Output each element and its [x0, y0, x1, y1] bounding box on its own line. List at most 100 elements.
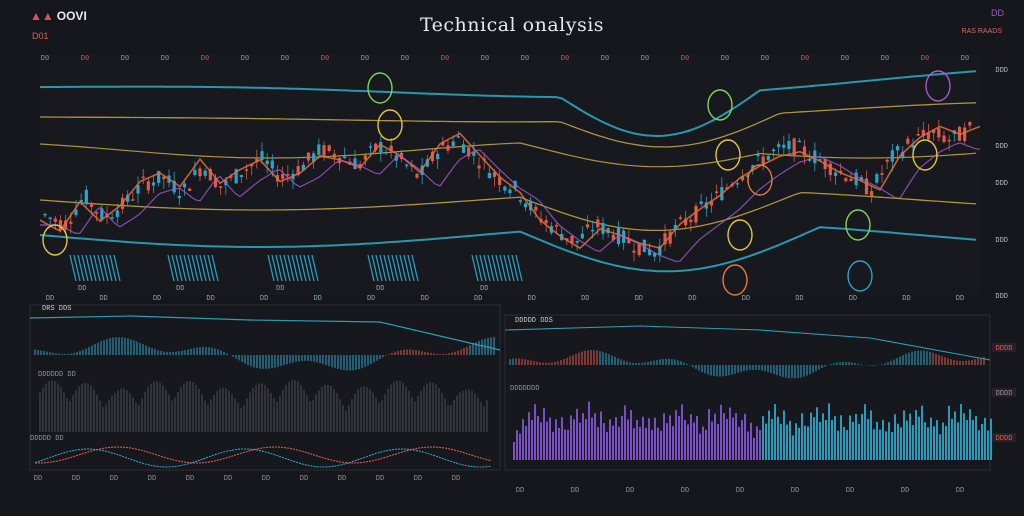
- candle-body: [792, 138, 796, 156]
- volume-stripe: [511, 254, 519, 282]
- bottom-axis-label: DD: [849, 295, 857, 303]
- volume-bar: [876, 421, 878, 460]
- volume-stripe: [275, 254, 283, 282]
- bottom-axis-label: DD: [581, 295, 589, 303]
- volume-stripe: [267, 254, 275, 282]
- volume-bar: [765, 423, 767, 460]
- candle-body: [658, 245, 662, 256]
- candle-body: [74, 209, 78, 216]
- annotation-circle: [367, 72, 393, 104]
- candle-body: [131, 199, 135, 201]
- volume-bar: [933, 426, 935, 460]
- volume-bar: [903, 410, 905, 460]
- lower-inner-band-line: [39, 191, 977, 232]
- candle-body: [219, 186, 223, 188]
- volume-bar: [975, 415, 977, 460]
- candle-body: [343, 156, 347, 159]
- volume-bar: [939, 434, 941, 460]
- volume-bar: [564, 429, 566, 460]
- volume-bar: [540, 422, 542, 460]
- candle-body: [188, 188, 192, 191]
- volume-bar: [717, 423, 719, 460]
- volume-bar: [666, 423, 668, 460]
- volume-stripe: [371, 254, 379, 282]
- top-axis-label: D0: [961, 55, 969, 63]
- volume-bar: [690, 414, 692, 460]
- bottom-axis-label: DD: [313, 295, 321, 303]
- candle-body: [890, 150, 894, 162]
- volume-stripe: [211, 254, 219, 282]
- volume-bar: [843, 426, 845, 460]
- lower-right-panel-title: DDDDD DDS: [515, 317, 553, 325]
- volume-bar: [897, 423, 899, 460]
- candle-body: [327, 145, 331, 152]
- candle-body: [69, 221, 73, 224]
- candle-body: [461, 144, 466, 153]
- candle-body: [632, 250, 636, 253]
- volume-stripe: [379, 254, 387, 282]
- volume-bar: [873, 429, 875, 460]
- bottom-axis-label: DD: [421, 295, 429, 303]
- candle-body: [906, 138, 910, 144]
- lower-left-axis-label: DD: [300, 475, 308, 483]
- volume-bar: [840, 415, 842, 460]
- candle-body: [864, 178, 869, 195]
- volume-bar: [519, 433, 521, 460]
- volume-stripe: [287, 254, 295, 282]
- candle-body: [616, 227, 621, 245]
- candle-body: [79, 200, 83, 203]
- candle-body: [828, 163, 832, 176]
- volume-bar: [588, 401, 590, 460]
- upper-inner-band-line: [40, 102, 977, 148]
- volume-bar: [624, 405, 626, 460]
- bottom-axis-label: DD: [153, 295, 161, 303]
- volume-bar: [786, 424, 788, 460]
- volume-bar: [756, 426, 758, 460]
- volume-bar: [948, 405, 950, 460]
- volume-bar: [837, 430, 839, 460]
- volume-bar: [927, 427, 929, 460]
- volume-label: DD: [480, 285, 488, 293]
- candle-body: [95, 212, 99, 214]
- candle-body: [689, 219, 693, 223]
- candle-body: [880, 173, 884, 175]
- top-axis-label: D0: [161, 55, 169, 63]
- volume-bar: [912, 425, 914, 460]
- candle-body: [684, 218, 688, 226]
- volume-bar: [864, 404, 866, 460]
- candle-body: [932, 130, 936, 134]
- candle-body: [487, 172, 491, 179]
- candle-body: [436, 153, 440, 160]
- volume-bar: [816, 407, 818, 460]
- candle-body: [265, 160, 269, 165]
- candle-body: [746, 175, 750, 177]
- top-axis-label: D0: [641, 55, 649, 63]
- volume-stripe: [179, 254, 187, 282]
- volume-bar: [849, 415, 851, 460]
- volume-stripe: [491, 254, 499, 282]
- candle-body: [229, 176, 233, 178]
- volume-bar: [777, 416, 779, 460]
- volume-bar: [888, 422, 890, 460]
- upper-band-line: [39, 70, 977, 138]
- candle-body: [467, 147, 471, 157]
- top-axis-label: D0: [721, 55, 729, 63]
- volume-stripe: [391, 254, 399, 282]
- candle-body: [833, 172, 838, 176]
- volume-stripe: [105, 254, 113, 282]
- lower-band-line: [39, 226, 977, 273]
- volume-bar: [600, 411, 602, 460]
- top-axis-label: D0: [321, 55, 329, 63]
- volume-bar: [543, 408, 545, 460]
- annotation-circle: [845, 209, 871, 241]
- volume-stripe: [403, 254, 411, 282]
- volume-bar: [516, 430, 518, 460]
- candle-body: [126, 194, 130, 202]
- ticker-label: D01: [32, 31, 49, 41]
- volume-stripe: [475, 254, 483, 282]
- candle-body: [895, 145, 900, 151]
- volume-bar: [831, 420, 833, 460]
- candle-body: [611, 234, 615, 240]
- volume-stripe: [399, 254, 407, 282]
- candle-body: [585, 224, 590, 228]
